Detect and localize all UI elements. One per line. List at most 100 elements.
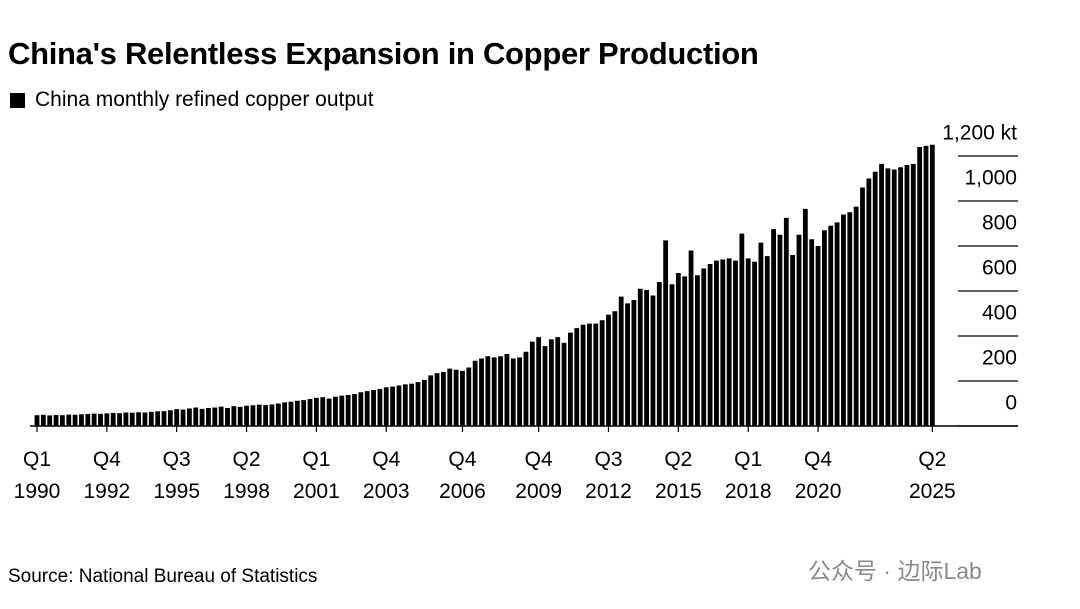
bar xyxy=(650,295,656,426)
bar xyxy=(771,229,776,426)
bar xyxy=(345,394,351,426)
bar xyxy=(745,258,751,426)
bar xyxy=(898,167,903,426)
bar xyxy=(142,412,148,426)
bar xyxy=(809,239,815,426)
bar xyxy=(333,396,338,426)
bar xyxy=(428,375,434,426)
bar xyxy=(891,169,897,426)
y-tick-label: 800 xyxy=(982,212,1017,235)
bar xyxy=(383,387,389,426)
bar xyxy=(187,408,192,426)
bar xyxy=(212,407,218,426)
bar xyxy=(294,400,300,426)
y-tick-label: 200 xyxy=(982,347,1017,370)
bar xyxy=(358,392,364,426)
y-tick-label: 400 xyxy=(982,302,1017,325)
bar xyxy=(669,284,675,426)
bar xyxy=(66,414,72,426)
bar xyxy=(98,413,103,426)
bar xyxy=(701,268,707,426)
watermark: 公众号 · 边际Lab xyxy=(808,558,982,584)
bar xyxy=(129,412,135,426)
bar xyxy=(314,397,319,426)
bar xyxy=(85,414,91,426)
bar xyxy=(542,346,548,426)
bar xyxy=(256,404,262,426)
x-tick-label: Q3 2012 xyxy=(585,448,632,503)
bar xyxy=(866,178,872,426)
bar xyxy=(167,410,173,426)
bar xyxy=(726,258,732,426)
bar xyxy=(40,414,46,426)
bar xyxy=(161,411,167,426)
x-tick-label: Q4 2003 xyxy=(362,448,410,503)
bar xyxy=(815,246,821,426)
bar xyxy=(885,168,891,426)
bar xyxy=(485,356,491,426)
bar xyxy=(853,206,859,426)
bar xyxy=(415,382,421,426)
bar xyxy=(504,354,510,426)
x-tick-label: Q4 2020 xyxy=(794,448,842,503)
bar xyxy=(104,413,110,426)
bar xyxy=(377,388,383,426)
bar xyxy=(339,395,345,426)
bar xyxy=(275,403,281,426)
bar xyxy=(828,225,834,426)
bar xyxy=(663,240,669,426)
bar xyxy=(872,171,878,426)
x-tick-label: Q1 2001 xyxy=(293,448,340,503)
bar xyxy=(72,414,78,426)
bar xyxy=(618,296,624,426)
x-tick-label: Q3 1995 xyxy=(153,448,201,503)
bar xyxy=(523,351,529,426)
bar xyxy=(352,394,357,426)
bar xyxy=(548,339,554,426)
bar xyxy=(174,409,180,426)
bar xyxy=(568,332,573,426)
bar xyxy=(421,379,427,426)
bar xyxy=(739,233,745,426)
x-tick-label: Q4 2009 xyxy=(515,448,562,503)
bar xyxy=(637,288,643,426)
bar xyxy=(599,320,605,426)
bar xyxy=(231,406,237,426)
bar xyxy=(193,407,199,426)
bar xyxy=(758,242,764,426)
bar xyxy=(491,357,497,426)
bar xyxy=(790,255,796,426)
bar xyxy=(587,323,592,426)
bar xyxy=(764,256,770,426)
bar xyxy=(371,390,376,426)
bar xyxy=(447,368,453,426)
bar xyxy=(218,406,224,426)
bar xyxy=(434,373,440,426)
bar xyxy=(263,405,268,426)
bar xyxy=(402,384,408,426)
bar xyxy=(777,234,783,426)
bar xyxy=(110,412,116,426)
bar xyxy=(675,273,681,426)
bar xyxy=(517,357,522,426)
bar xyxy=(479,358,484,426)
legend-swatch xyxy=(10,92,25,108)
bar xyxy=(123,412,129,426)
bar xyxy=(390,386,395,426)
bar xyxy=(580,324,586,426)
bar xyxy=(752,261,757,426)
bar xyxy=(929,144,935,426)
bar xyxy=(904,165,910,426)
x-tick-label: Q1 2018 xyxy=(724,448,772,503)
bar xyxy=(555,337,561,426)
bar xyxy=(644,289,649,426)
bar xyxy=(244,405,249,426)
bar xyxy=(923,145,929,426)
x-tick-label: Q1 1990 xyxy=(13,448,61,503)
bar xyxy=(441,372,446,426)
bar xyxy=(466,367,472,426)
bar xyxy=(180,409,186,426)
chart-title: China's Relentless Expansion in Copper P… xyxy=(8,36,759,71)
bar xyxy=(860,187,865,426)
bar xyxy=(460,370,465,426)
